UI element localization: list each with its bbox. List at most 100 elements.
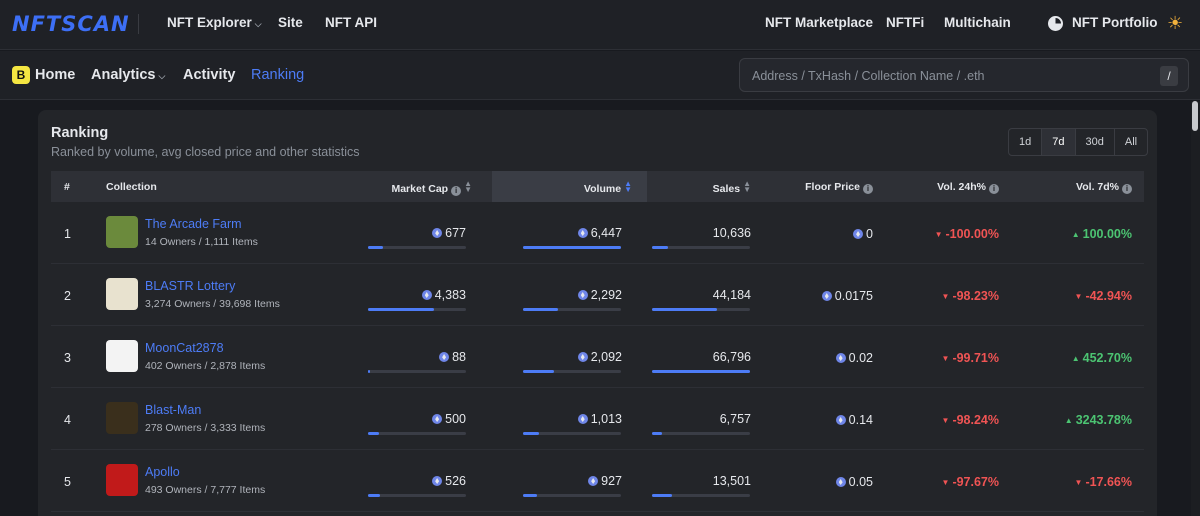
sales-bar xyxy=(652,494,750,497)
collection-meta: 402 Owners / 2,878 Items xyxy=(145,360,266,372)
col-market-cap[interactable]: Market Cap i▲ ▼ xyxy=(391,179,472,196)
volume-bar xyxy=(523,308,621,311)
collection-meta: 493 Owners / 7,777 Items xyxy=(145,484,266,496)
floor-price-value: 0.05 xyxy=(835,475,873,489)
period-30d[interactable]: 30d xyxy=(1076,129,1115,155)
floor-price-value: 0.14 xyxy=(835,413,873,427)
collection-name-link[interactable]: BLASTR Lottery xyxy=(145,279,236,293)
sales-value: 10,636 xyxy=(712,226,751,240)
vol-7d-change: ▼ -17.66% xyxy=(1074,475,1132,489)
eth-icon xyxy=(577,228,588,238)
col-sales[interactable]: Sales ▲ ▼ xyxy=(712,179,751,196)
collection-thumbnail[interactable] xyxy=(106,216,138,248)
nav-nft-explorer[interactable]: NFT Explorer ⌵ xyxy=(167,15,262,30)
collection-thumbnail[interactable] xyxy=(106,464,138,496)
eth-icon xyxy=(577,414,588,424)
collection-thumbnail[interactable] xyxy=(106,278,138,310)
collection-name-link[interactable]: The Arcade Farm xyxy=(145,217,242,231)
subnav-analytics[interactable]: Analytics ⌵ xyxy=(91,67,166,83)
divider xyxy=(138,14,139,34)
market-cap-bar-fill xyxy=(368,370,370,373)
volume-bar-fill xyxy=(523,494,537,497)
search-shortcut-key: / xyxy=(1160,66,1178,86)
table-header: # Collection Market Cap i▲ ▼ Volume ▲ ▼ Sale… xyxy=(51,171,1144,202)
collection-thumbnail[interactable] xyxy=(106,402,138,434)
market-cap-bar xyxy=(368,432,466,435)
period-selector: 1d 7d 30d All xyxy=(1008,128,1149,156)
nav-multichain[interactable]: Multichain xyxy=(944,15,1011,30)
volume-value: 1,013 xyxy=(577,412,622,426)
nav-nft-portfolio[interactable]: NFT Portfolio xyxy=(1072,15,1158,30)
table-row[interactable]: 4 Blast-Man 278 Owners / 3,333 Items 500 1,0… xyxy=(51,388,1144,450)
vol-24h-change: ▼ -99.71% xyxy=(941,351,999,365)
collection-name-link[interactable]: MoonCat2878 xyxy=(145,341,224,355)
eth-icon xyxy=(835,353,846,363)
col-vol-7d: Vol. 7d% i xyxy=(1076,181,1132,194)
table-row[interactable]: 5 Apollo 493 Owners / 7,777 Items 526 927 13,… xyxy=(51,450,1144,512)
arrow-down-icon: ▼ xyxy=(941,416,950,425)
sales-value: 13,501 xyxy=(712,474,751,488)
eth-icon xyxy=(432,476,443,486)
subnav-activity[interactable]: Activity xyxy=(183,67,236,83)
table-row[interactable]: 1 The Arcade Farm 14 Owners / 1,111 Items 6… xyxy=(51,202,1144,264)
volume-bar-fill xyxy=(523,432,539,435)
nftscan-logo[interactable]: NFTSCAN xyxy=(12,12,130,36)
panel-title: Ranking xyxy=(51,125,109,141)
market-cap-value: 500 xyxy=(432,412,466,426)
eth-icon xyxy=(439,352,450,362)
eth-icon xyxy=(588,476,599,486)
col-volume[interactable]: Volume ▲ ▼ xyxy=(583,179,632,196)
sales-bar-fill xyxy=(652,308,717,311)
sort-icon: ▲ ▼ xyxy=(464,179,472,194)
nav-nft-api[interactable]: NFT API xyxy=(325,15,377,30)
nav-nft-marketplace[interactable]: NFT Marketplace xyxy=(765,15,874,30)
rank-number: 2 xyxy=(64,289,71,303)
info-icon: i xyxy=(451,186,462,196)
page-scrollbar[interactable] xyxy=(1191,101,1200,516)
nav-site[interactable]: Site xyxy=(278,15,303,30)
eth-icon xyxy=(432,228,443,238)
eth-icon xyxy=(821,291,832,301)
pie-chart-icon xyxy=(1048,16,1063,31)
arrow-down-icon: ▼ xyxy=(1074,478,1083,487)
arrow-down-icon: ▼ xyxy=(941,292,950,301)
subnav-home[interactable]: Home xyxy=(35,67,76,83)
market-cap-value: 88 xyxy=(439,350,466,364)
vol-24h-change: ▼ -97.67% xyxy=(941,475,999,489)
vol-7d-change: ▲ 452.70% xyxy=(1071,351,1132,365)
collection-meta: 278 Owners / 3,333 Items xyxy=(145,422,266,434)
sales-bar-fill xyxy=(652,370,750,373)
vol-7d-change: ▲ 100.00% xyxy=(1071,227,1132,241)
sales-value: 44,184 xyxy=(712,288,751,302)
sales-bar xyxy=(652,432,750,435)
period-7d[interactable]: 7d xyxy=(1042,129,1076,155)
sun-icon[interactable]: ☀ xyxy=(1167,13,1184,33)
floor-price-value: 0 xyxy=(853,227,873,241)
volume-bar xyxy=(523,432,621,435)
collection-thumbnail[interactable] xyxy=(106,340,138,372)
eth-icon xyxy=(577,352,588,362)
rank-number: 4 xyxy=(64,413,71,427)
col-collection: Collection xyxy=(106,181,157,193)
floor-price-value: 0.0175 xyxy=(821,289,873,303)
collection-name-link[interactable]: Apollo xyxy=(145,465,180,479)
subnav-ranking[interactable]: Ranking xyxy=(251,67,305,83)
chevron-down-icon: ⌵ xyxy=(254,19,262,29)
volume-bar-fill xyxy=(523,308,559,311)
volume-bar-fill xyxy=(523,370,555,373)
table-row[interactable]: 2 BLASTR Lottery 3,274 Owners / 39,698 Ite… xyxy=(51,264,1144,326)
period-1d[interactable]: 1d xyxy=(1009,129,1043,155)
scrollbar-thumb[interactable] xyxy=(1192,101,1198,131)
eth-icon xyxy=(835,477,846,487)
table-row[interactable]: 3 MoonCat2878 402 Owners / 2,878 Items 88 2,… xyxy=(51,326,1144,388)
period-all[interactable]: All xyxy=(1124,136,1138,148)
nav-nftfi[interactable]: NFTFi xyxy=(886,15,925,30)
volume-value: 2,092 xyxy=(577,350,622,364)
eth-icon xyxy=(853,229,864,239)
collection-name-link[interactable]: Blast-Man xyxy=(145,403,202,417)
arrow-down-icon: ▼ xyxy=(941,354,950,363)
search-input[interactable] xyxy=(752,67,1142,85)
market-cap-value: 4,383 xyxy=(421,288,466,302)
col-floor-price: Floor Price i xyxy=(805,181,873,194)
sort-icon: ▲ ▼ xyxy=(624,179,632,194)
